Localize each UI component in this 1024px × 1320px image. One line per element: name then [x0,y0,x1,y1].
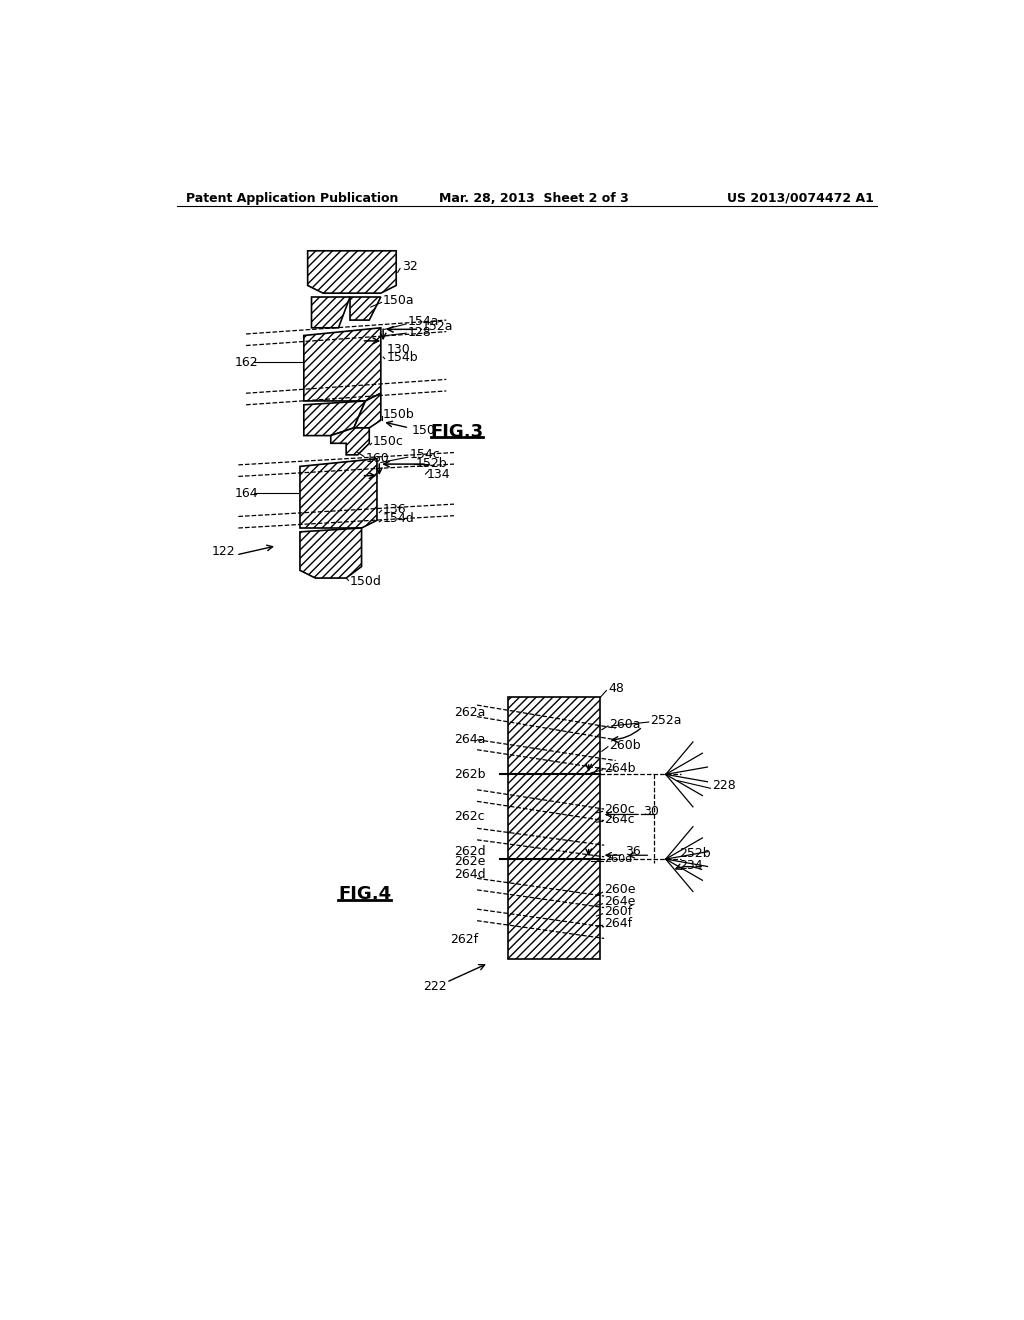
Text: 264f: 264f [604,916,632,929]
Text: 264d: 264d [454,869,485,880]
Text: 228: 228 [712,779,735,792]
Text: 162: 162 [234,356,258,370]
Text: 262f: 262f [451,933,478,946]
Text: 122: 122 [211,545,236,557]
Text: US 2013/0074472 A1: US 2013/0074472 A1 [727,191,873,205]
Text: 260e: 260e [604,883,636,896]
Polygon shape [508,697,600,775]
Text: 150a: 150a [383,294,415,308]
Text: 134: 134 [427,467,451,480]
Text: 252b: 252b [680,847,712,861]
Polygon shape [300,459,377,528]
Polygon shape [307,251,396,293]
Text: 150d: 150d [350,576,382,589]
Text: Mar. 28, 2013  Sheet 2 of 3: Mar. 28, 2013 Sheet 2 of 3 [438,191,629,205]
Text: FIG.4: FIG.4 [339,884,391,903]
Text: 30: 30 [643,805,658,818]
Text: 262e: 262e [454,855,485,869]
Text: 264b: 264b [604,762,636,775]
Text: 154a: 154a [408,315,439,329]
Text: 262b: 262b [454,768,485,781]
Text: 264a: 264a [454,733,485,746]
Text: 264c: 264c [604,813,635,825]
Polygon shape [304,327,381,401]
Text: 150c: 150c [373,436,404,449]
Text: 154c: 154c [410,449,440,462]
Text: 234: 234 [680,859,703,871]
Text: 48: 48 [608,681,624,694]
Text: 262a: 262a [454,706,485,719]
Text: 128: 128 [408,326,431,339]
Text: Patent Application Publication: Patent Application Publication [186,191,398,205]
Polygon shape [304,401,366,436]
Text: 150b: 150b [383,408,415,421]
Text: 264e: 264e [604,895,636,908]
Text: FIG.3: FIG.3 [431,422,484,441]
Text: 154b: 154b [386,351,418,363]
Text: 152b: 152b [416,457,447,470]
Text: 150: 150 [412,424,435,437]
Text: 164: 164 [234,487,258,500]
Polygon shape [508,859,600,960]
Text: 154d: 154d [383,512,415,525]
Text: 260c: 260c [604,803,635,816]
Polygon shape [350,297,381,321]
Polygon shape [300,528,361,578]
Text: 262d: 262d [454,845,485,858]
Text: 136: 136 [383,503,407,516]
Text: 262c: 262c [454,810,484,824]
Polygon shape [508,775,600,859]
Text: 222: 222 [423,979,446,993]
Text: 252a: 252a [650,714,682,727]
Text: 260f: 260f [604,906,633,917]
Polygon shape [311,297,350,327]
Polygon shape [354,393,381,428]
Polygon shape [331,428,370,455]
Text: 152a: 152a [422,319,453,333]
Text: 130: 130 [386,343,410,356]
Text: 260d: 260d [604,854,633,865]
Text: 36: 36 [625,845,641,858]
Text: 160: 160 [366,453,389,465]
Text: 260a: 260a [609,718,641,731]
Text: 32: 32 [401,260,418,273]
Text: 260b: 260b [609,739,641,751]
